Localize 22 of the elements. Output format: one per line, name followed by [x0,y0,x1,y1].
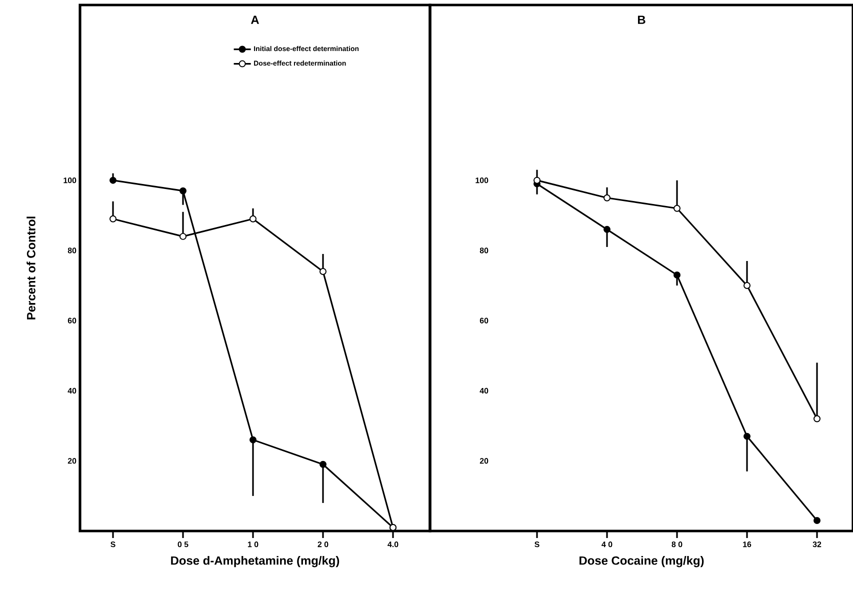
point [604,194,611,202]
point [180,232,186,240]
point [604,226,611,233]
point [534,176,541,184]
point [674,204,681,212]
point [814,516,821,524]
point [674,272,681,279]
point [110,176,116,184]
point [814,415,821,422]
point [250,215,256,222]
point [744,432,751,440]
point [744,282,751,290]
x-axis-title: Dose Cocaine (mg/kg) [580,556,704,568]
text: A [250,16,259,24]
point [320,268,326,276]
y-axis-title: Percent of Control [26,216,36,320]
text: B [638,16,646,24]
x-axis-title: Dose d-Amphetamine (mg/kg) [171,556,340,568]
point [320,460,326,468]
point [110,215,116,222]
point [180,187,186,194]
point [250,436,256,444]
